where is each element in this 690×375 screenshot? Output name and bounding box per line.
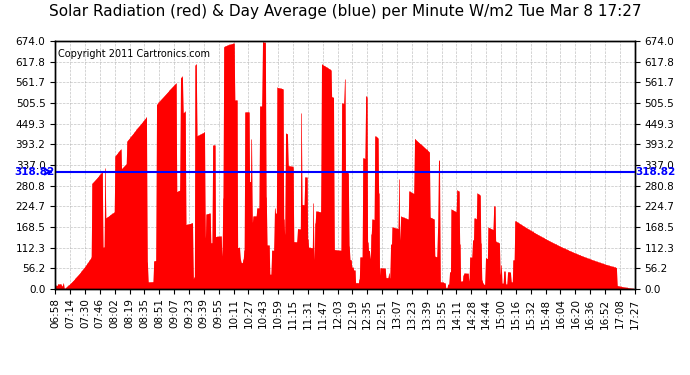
Text: Copyright 2011 Cartronics.com: Copyright 2011 Cartronics.com — [58, 49, 210, 58]
Text: Solar Radiation (red) & Day Average (blue) per Minute W/m2 Tue Mar 8 17:27: Solar Radiation (red) & Day Average (blu… — [49, 4, 641, 19]
Text: 318.82: 318.82 — [14, 166, 55, 177]
Text: 318.82: 318.82 — [635, 166, 676, 177]
